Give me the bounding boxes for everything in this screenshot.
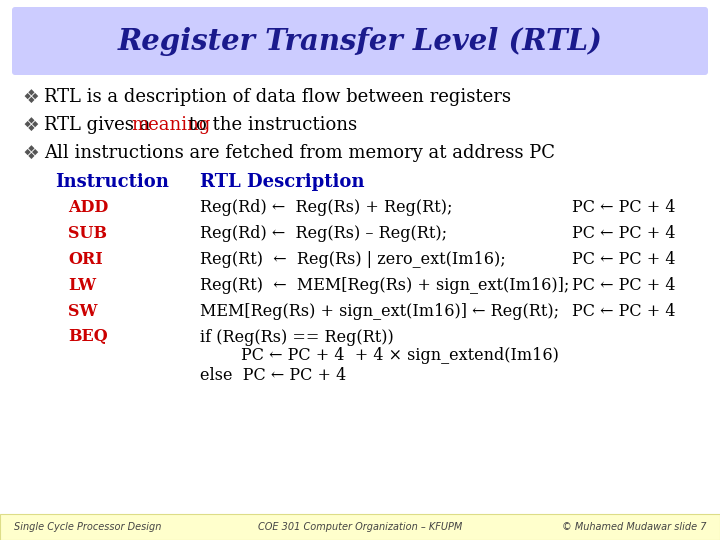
Text: ❖: ❖ <box>22 116 39 134</box>
Text: PC ← PC + 4: PC ← PC + 4 <box>572 302 675 320</box>
Text: else  PC ← PC + 4: else PC ← PC + 4 <box>200 367 346 383</box>
Text: if (Reg(Rs) == Reg(Rt)): if (Reg(Rs) == Reg(Rt)) <box>200 328 394 346</box>
Text: RTL Description: RTL Description <box>200 173 364 191</box>
Text: Reg(Rt)  ←  Reg(Rs) | zero_ext(Im16);: Reg(Rt) ← Reg(Rs) | zero_ext(Im16); <box>200 251 505 267</box>
Text: ADD: ADD <box>68 199 108 215</box>
FancyBboxPatch shape <box>12 7 708 75</box>
Text: Single Cycle Processor Design: Single Cycle Processor Design <box>14 522 161 532</box>
Text: ORI: ORI <box>68 251 103 267</box>
Text: BEQ: BEQ <box>68 328 108 346</box>
Text: SW: SW <box>68 302 97 320</box>
Text: Reg(Rd) ←  Reg(Rs) + Reg(Rt);: Reg(Rd) ← Reg(Rs) + Reg(Rt); <box>200 199 452 215</box>
Text: Instruction: Instruction <box>55 173 169 191</box>
Text: meaning: meaning <box>132 116 211 134</box>
Text: COE 301 Computer Organization – KFUPM: COE 301 Computer Organization – KFUPM <box>258 522 462 532</box>
Text: PC ← PC + 4: PC ← PC + 4 <box>572 276 675 294</box>
Text: MEM[Reg(Rs) + sign_ext(Im16)] ← Reg(Rt);: MEM[Reg(Rs) + sign_ext(Im16)] ← Reg(Rt); <box>200 302 559 320</box>
Bar <box>0 514 720 540</box>
Text: RTL gives a: RTL gives a <box>44 116 156 134</box>
Text: to the instructions: to the instructions <box>183 116 357 134</box>
Text: Register Transfer Level (RTL): Register Transfer Level (RTL) <box>117 26 603 56</box>
Text: Reg(Rt)  ←  MEM[Reg(Rs) + sign_ext(Im16)];: Reg(Rt) ← MEM[Reg(Rs) + sign_ext(Im16)]; <box>200 276 570 294</box>
Text: ❖: ❖ <box>22 87 39 106</box>
Text: © Muhamed Mudawar slide 7: © Muhamed Mudawar slide 7 <box>562 522 706 532</box>
Text: LW: LW <box>68 276 96 294</box>
Text: Reg(Rd) ←  Reg(Rs) – Reg(Rt);: Reg(Rd) ← Reg(Rs) – Reg(Rt); <box>200 225 447 241</box>
Text: PC ← PC + 4  + 4 × sign_extend(Im16): PC ← PC + 4 + 4 × sign_extend(Im16) <box>200 348 559 364</box>
Text: All instructions are fetched from memory at address PC: All instructions are fetched from memory… <box>44 144 555 162</box>
Text: SUB: SUB <box>68 225 107 241</box>
Text: PC ← PC + 4: PC ← PC + 4 <box>572 225 675 241</box>
Text: PC ← PC + 4: PC ← PC + 4 <box>572 251 675 267</box>
Text: PC ← PC + 4: PC ← PC + 4 <box>572 199 675 215</box>
Text: RTL is a description of data flow between registers: RTL is a description of data flow betwee… <box>44 88 511 106</box>
Text: ❖: ❖ <box>22 144 39 163</box>
